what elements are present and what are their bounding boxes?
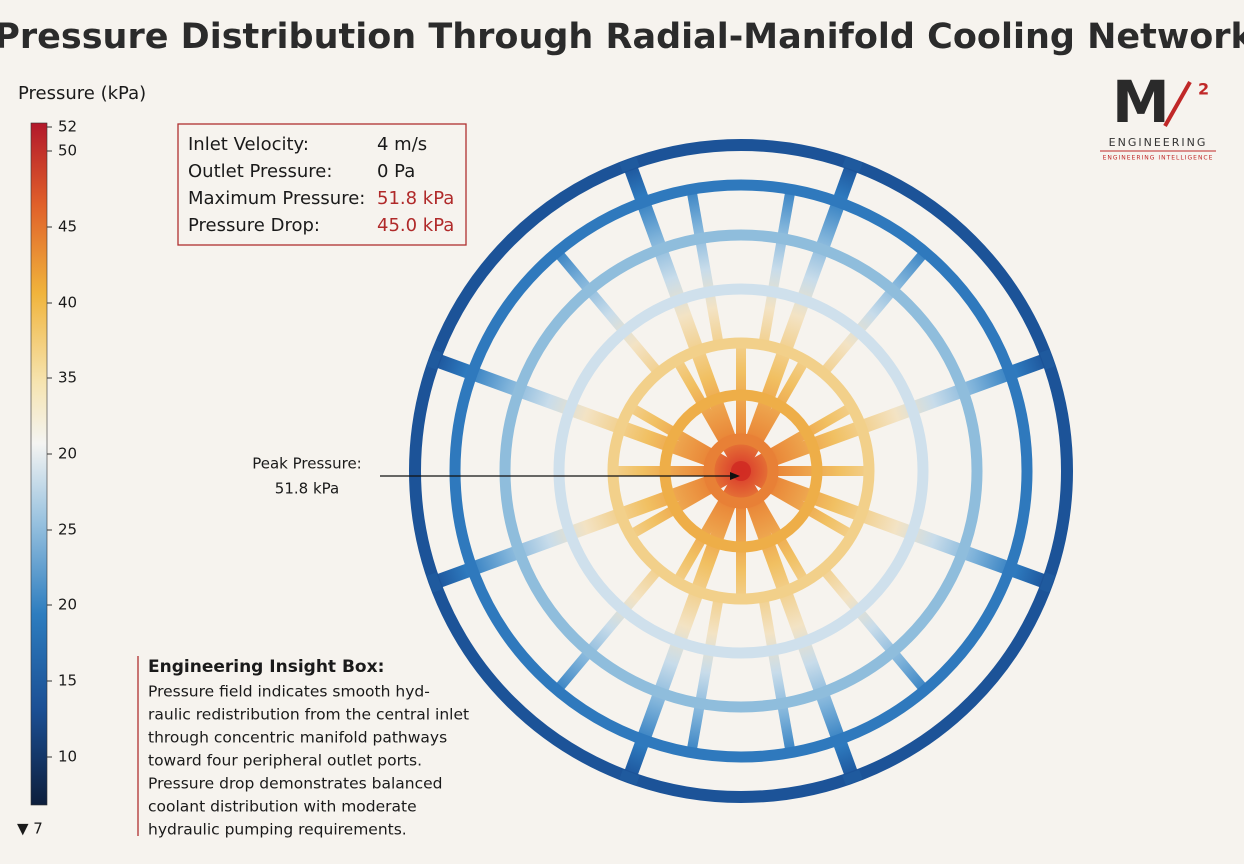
insight-line: hydraulic pumping requirements. (148, 821, 407, 839)
colorbar-tick-label: 10 (58, 748, 77, 766)
info-label: Pressure Drop: (188, 215, 320, 236)
spoke (734, 162, 860, 474)
annotation: Peak Pressure: (252, 455, 362, 473)
colorbar-tick-label: ▼ 7 (17, 820, 43, 838)
insight-line: Pressure drop demonstrates balanced (148, 775, 443, 793)
inner-spoke (736, 468, 810, 585)
insight-line: raulic redistribution from the central i… (148, 706, 469, 724)
insight-title: Engineering Insight Box: (148, 657, 384, 677)
info-box (177, 123, 467, 246)
info-label: Outlet Pressure: (188, 161, 332, 182)
logo-name: ENGINEERING (1109, 136, 1208, 149)
info-value: 45.0 kPa (377, 215, 454, 236)
info-label: Maximum Pressure: (188, 188, 365, 209)
inner-spoke (736, 357, 810, 474)
arrow-head (730, 472, 740, 480)
colorbar-label: Pressure (kPa) (18, 83, 146, 104)
insight-line: through concentric manifold pathways (148, 729, 447, 747)
colorbar-tick-label: 20 (58, 596, 77, 614)
colorbar-tick-label: 20 (58, 445, 77, 463)
spoke (553, 565, 663, 694)
spoke (553, 248, 663, 377)
ring (449, 179, 1033, 763)
spoke (819, 565, 929, 694)
ring (553, 283, 929, 659)
outlet-port (1039, 349, 1056, 370)
info-value: 0 Pa (377, 161, 415, 182)
colorbar (30, 122, 48, 806)
spoke (686, 188, 724, 346)
spoke (734, 468, 860, 780)
title: Pressure Distribution Through Radial-Man… (0, 17, 1244, 57)
outlet-port (426, 349, 443, 370)
outlet-port (619, 769, 640, 786)
outlet-port (842, 769, 863, 786)
info-value: 51.8 kPa (377, 188, 454, 209)
colorbar-tick-label: 40 (58, 294, 77, 312)
insight-line: Pressure field indicates smooth hyd- (148, 683, 430, 701)
colorbar-tick-label: 15 (58, 672, 77, 690)
logo-superscript: 2 (1198, 80, 1209, 99)
spoke (470, 368, 623, 432)
spoke (859, 368, 1012, 432)
colorbar-tick-label: 35 (58, 369, 77, 387)
spoke (758, 188, 796, 346)
outlet-port (619, 156, 640, 173)
ring (409, 139, 1073, 803)
insight-line: toward four peripheral outlet ports. (148, 752, 422, 770)
colorbar-tick-label: 25 (58, 521, 77, 539)
annotation: 51.8 kPa (275, 480, 339, 498)
inner-spoke (738, 466, 855, 540)
spoke (758, 596, 796, 754)
colorbar-tick-label: 50 (58, 142, 77, 160)
insight-line: coolant distribution with moderate (148, 798, 417, 816)
spoke (859, 510, 1012, 574)
logo-slash (1163, 81, 1192, 127)
spoke (470, 510, 623, 574)
outlet-port (426, 572, 443, 593)
spoke (686, 596, 724, 754)
ring (607, 337, 875, 605)
ring (499, 229, 983, 713)
info-value: 4 m/s (377, 134, 427, 155)
inner-spoke (672, 357, 746, 474)
logo-tagline: ENGINEERING INTELLIGENCE (1103, 155, 1214, 162)
ring (659, 389, 823, 553)
colorbar-tick-label: 45 (58, 218, 77, 236)
inner-spoke (672, 468, 746, 585)
inner-spoke (627, 466, 744, 540)
inner-spoke (627, 402, 744, 476)
colorbar-tick-label: 52 (58, 118, 77, 136)
info-label: Inlet Velocity: (188, 134, 309, 155)
spoke (819, 248, 929, 377)
outlet-port (842, 156, 863, 173)
spoke (622, 468, 748, 780)
inner-spoke (738, 402, 855, 476)
outlet-port (1039, 572, 1056, 593)
network (409, 139, 1073, 803)
logo-mark: M (1112, 68, 1170, 136)
ring (703, 433, 779, 509)
spoke (622, 162, 748, 474)
